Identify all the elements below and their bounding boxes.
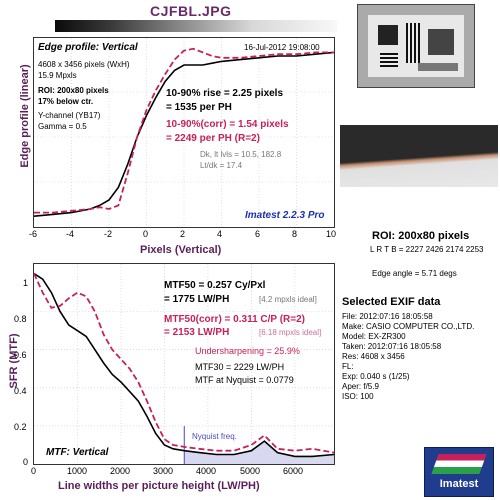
edge-xtick: 0 — [143, 229, 149, 239]
mtf50-corr-text: MTF50(corr) = 0.311 C/P (R=2) — [164, 314, 305, 325]
mtf-xtick: 1000 — [67, 466, 88, 476]
imatest-logo: Imatest — [424, 447, 494, 497]
mtf-xtick: 5000 — [240, 466, 261, 476]
exif-row: ISO: 100 — [342, 392, 374, 401]
edge-date: 16-Jul-2012 19:08:00 — [244, 43, 320, 52]
edge-title: Edge profile: Vertical — [38, 42, 138, 53]
mtf-ytick: 0.8 — [14, 314, 27, 324]
mtf-ytick: 0 — [23, 457, 29, 467]
edge-xtick: 8 — [292, 229, 298, 239]
edge-xtick: 6 — [255, 229, 261, 239]
mtf30-text: MTF30 = 2229 LW/PH — [195, 362, 285, 372]
mtf-nyquist-text: MTF at Nyquist = 0.0779 — [195, 375, 294, 385]
edge-size: 4608 x 3456 pixels (WxH) — [38, 60, 130, 69]
series-line-0 — [34, 51, 334, 217]
edge-xlabel: Pixels (Vertical) — [140, 244, 222, 256]
mtf-xticks: 0 1000 2000 3000 4000 5000 6000 — [0, 466, 340, 478]
exif-row: Taken: 2012:07:16 18:05:58 — [342, 342, 442, 351]
edge-chart-svg — [34, 38, 334, 227]
exif-title: Selected EXIF data — [342, 296, 441, 308]
ideal-1: [4.2 mpxls ideal] — [259, 295, 317, 304]
edge-roi: ROI: 200x80 pixels — [38, 86, 109, 95]
mtf-xlabel: Line widths per picture height (LW/PH) — [58, 480, 260, 492]
edge-ylabel: Edge profile (linear) — [19, 64, 31, 168]
mtf-xtick: 6000 — [283, 466, 304, 476]
rise-corr-ph-text: = 2249 per PH (R=2) — [166, 133, 260, 144]
series-line-1 — [34, 47, 334, 214]
edge-xtick: 4 — [217, 229, 223, 239]
mtf-ytick: 0.6 — [14, 350, 27, 360]
lt-dk: Lt/dk = 17.4 — [200, 161, 243, 170]
edge-plot — [33, 37, 335, 228]
mtf-xtick: 0 — [31, 466, 37, 476]
edge-xtick: 10 — [326, 229, 337, 239]
ideal-2: [6.18 mpxls ideal] — [259, 328, 322, 337]
edge-xtick: -4 — [66, 229, 75, 239]
edge-xtick: -2 — [104, 229, 113, 239]
dk-levels: Dk, lt lvls = 10.5, 182.8 — [200, 150, 282, 159]
exif-list: File: 2012:07:16 18:05:58 Make: CASIO CO… — [342, 312, 474, 402]
mtf-ytick: 1 — [23, 278, 29, 288]
rise-corr-text: 10-90%(corr) = 1.54 pixels — [166, 119, 289, 130]
imatest-brand: Imatest 2.2.3 Pro — [245, 210, 325, 221]
exif-row: Make: CASIO COMPUTER CO.,LTD. — [342, 322, 475, 331]
roi-label: ROI: 200x80 pixels — [372, 230, 470, 242]
filename-title: CJFBL.JPG — [150, 3, 232, 19]
edge-xticks: -6 -4 -2 0 2 4 6 8 10 — [0, 229, 340, 241]
mtf-chart-svg — [34, 264, 334, 464]
mtf50-lwph: = 1775 LW/PH — [164, 294, 230, 305]
imatest-logo-text: Imatest — [439, 478, 479, 490]
chart-thumbnail — [357, 4, 475, 88]
exif-row: File: 2012:07:16 18:05:58 — [342, 312, 433, 321]
nyquist-label: Nyquist freq. — [192, 432, 237, 441]
exif-row: Model: EX-ZR300 — [342, 332, 406, 341]
edge-below: 17% below ctr. — [38, 97, 94, 106]
mtf-xtick: 4000 — [196, 466, 217, 476]
mtf50-corr-lwph: = 2153 LW/PH — [164, 327, 230, 338]
exif-row: FL: — [342, 362, 354, 371]
gradient-strip — [55, 20, 337, 32]
edge-gamma: Gamma = 0.5 — [38, 122, 87, 131]
rise-ph-text: = 1535 per PH — [166, 102, 232, 113]
edge-xtick: 2 — [180, 229, 186, 239]
mtf-title: MTF: Vertical — [46, 447, 109, 458]
mtf-ytick: 0.4 — [14, 386, 27, 396]
edge-channel: Y-channel (YB17) — [38, 111, 101, 120]
mtf-plot — [33, 263, 335, 465]
nyquist-shade — [184, 441, 334, 464]
mtf-ytick: 0.2 — [14, 422, 27, 432]
roi-lrtb: L R T B = 2227 2426 2174 2253 — [370, 245, 484, 254]
mtf50-text: MTF50 = 0.257 Cy/Pxl — [164, 280, 266, 291]
exif-row: Aper: f/5.9 — [342, 382, 379, 391]
series-line-1 — [34, 273, 334, 454]
mtf-yticks: 1 0.8 0.6 0.4 0.2 0 — [0, 270, 30, 470]
mtf-xtick: 3000 — [153, 466, 174, 476]
edge-angle: Edge angle = 5.71 degs — [372, 269, 457, 278]
exif-row: Exp: 0.040 s (1/25) — [342, 372, 410, 381]
series-line-0 — [34, 272, 334, 458]
edge-mpxls: 15.9 Mpxls — [38, 71, 77, 80]
roi-crop-image — [340, 125, 498, 187]
edge-xtick: -6 — [29, 229, 38, 239]
undersharpening: Undersharpening = 25.9% — [195, 346, 300, 356]
mtf-xtick: 2000 — [110, 466, 131, 476]
exif-row: Res: 4608 x 3456 — [342, 352, 405, 361]
rise-text: 10-90% rise = 2.25 pixels — [166, 88, 284, 99]
